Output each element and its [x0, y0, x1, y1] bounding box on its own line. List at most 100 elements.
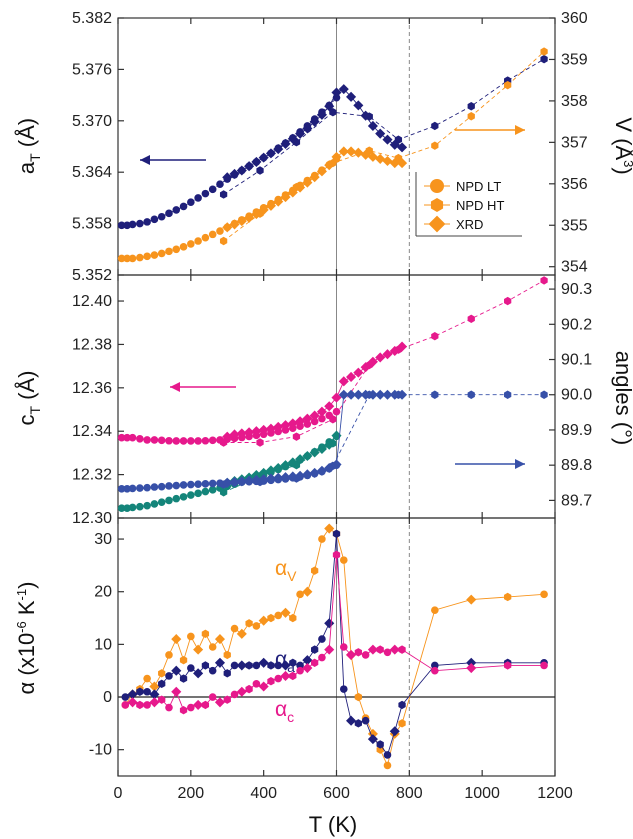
data-point: [332, 550, 341, 560]
data-point: [194, 489, 202, 498]
data-point: [150, 500, 159, 508]
data-point: [201, 189, 210, 198]
data-point: [295, 128, 306, 139]
data-point: [324, 523, 335, 534]
data-point: [143, 483, 151, 492]
data-point: [324, 439, 335, 450]
data-point: [267, 661, 275, 670]
data-point: [346, 91, 357, 102]
y-right-tick-label: 357: [561, 134, 588, 151]
data-point: [376, 645, 384, 654]
data-point: [157, 212, 166, 221]
data-point: [136, 700, 144, 710]
data-point: [236, 476, 247, 487]
y-tick-label: 30: [94, 531, 112, 548]
data-point: [360, 110, 371, 121]
data-point: [504, 296, 512, 306]
data-point: [136, 253, 144, 262]
data-point: [504, 390, 512, 399]
y-right-tick-label: 360: [561, 10, 588, 27]
data-point: [222, 431, 233, 442]
data-point: [158, 669, 166, 678]
data-point: [289, 658, 297, 667]
data-point: [389, 726, 400, 737]
data-point: [324, 462, 335, 474]
data-point: [201, 233, 210, 242]
data-point: [258, 152, 269, 163]
data-point: [136, 484, 144, 492]
data-point: [273, 462, 284, 474]
data-point: [540, 390, 548, 399]
data-point: [287, 133, 298, 144]
data-point: [256, 166, 264, 175]
data-point: [179, 705, 188, 715]
data-point: [354, 692, 362, 702]
data-point: [193, 644, 204, 655]
legend-label: NPD HT: [456, 198, 504, 213]
data-point: [382, 155, 393, 167]
data-point: [201, 629, 210, 639]
data-point: [172, 481, 181, 490]
data-point: [265, 148, 276, 159]
data-point: [136, 219, 144, 228]
data-point: [466, 594, 477, 605]
right-axis-arrow-top-head: [515, 125, 525, 135]
data-point: [346, 371, 357, 383]
data-point: [149, 681, 160, 692]
data-point: [324, 160, 335, 171]
data-point: [332, 529, 341, 538]
data-point: [367, 644, 378, 655]
data-point: [332, 407, 341, 416]
x-tick-label: 1000: [464, 785, 500, 802]
data-point: [273, 421, 284, 432]
y-tick-label: 5.352: [72, 267, 112, 284]
data-point: [252, 680, 261, 688]
data-point: [296, 666, 304, 675]
data-point: [311, 658, 319, 667]
series-line: [121, 158, 337, 259]
data-point: [316, 465, 327, 476]
data-point: [165, 651, 173, 659]
data-point: [316, 406, 327, 417]
data-point: [302, 123, 313, 134]
data-point: [214, 634, 226, 645]
data-point: [309, 410, 320, 421]
data-point: [229, 429, 240, 440]
data-point: [236, 165, 247, 176]
data-point: [179, 674, 188, 683]
data-point: [360, 362, 371, 373]
data-point: [292, 432, 301, 441]
data-point: [280, 472, 291, 483]
data-point: [353, 100, 364, 111]
data-point: [265, 473, 276, 484]
data-point: [256, 438, 264, 447]
series-line: [227, 435, 337, 484]
data-point: [338, 84, 349, 95]
data-point: [187, 664, 195, 672]
data-point: [467, 112, 475, 121]
data-point: [179, 437, 188, 445]
data-point: [295, 182, 306, 193]
y-tick-label: 0: [103, 689, 112, 706]
data-point: [303, 420, 312, 428]
data-point: [280, 660, 291, 671]
data-point: [187, 632, 195, 641]
right-axis-arrow-middle-head: [515, 459, 525, 469]
data-point: [431, 606, 439, 614]
data-point: [302, 655, 313, 666]
data-point: [216, 180, 224, 188]
data-point: [310, 417, 319, 426]
x-tick-label: 400: [250, 785, 277, 802]
data-point: [208, 230, 217, 239]
x-axis-title: T (K): [309, 812, 357, 837]
y-tick-label: 5.358: [72, 216, 112, 233]
y-right-tick-label: 90.2: [561, 316, 592, 333]
data-point: [165, 703, 173, 712]
data-point: [121, 693, 130, 701]
data-point: [136, 435, 144, 443]
data-point: [431, 661, 439, 670]
data-point: [157, 436, 166, 445]
data-point: [208, 693, 217, 701]
data-point: [382, 349, 393, 360]
series-label: αV: [275, 557, 297, 584]
